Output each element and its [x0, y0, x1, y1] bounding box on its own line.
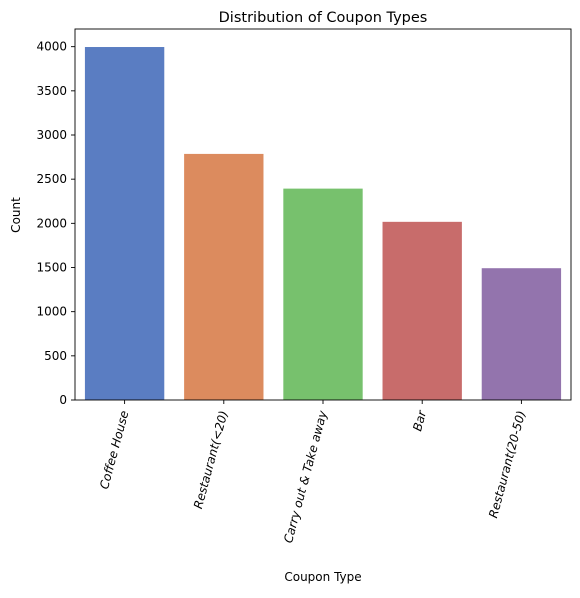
bars-group: [84, 47, 562, 401]
bar-2: [283, 188, 363, 400]
x-tick-label: Restaurant(20-50): [486, 409, 528, 519]
y-tick-label: 4000: [36, 40, 67, 54]
x-tick-label: Coffee House: [97, 409, 131, 490]
bar-3: [382, 221, 462, 400]
y-tick-label: 2000: [36, 216, 67, 230]
x-tick-label: Bar: [410, 408, 429, 432]
plot-frame: [74, 28, 572, 401]
bar-4: [481, 268, 562, 400]
y-tick-label: 500: [44, 349, 67, 363]
x-tick-label: Restaurant(<20): [191, 409, 231, 510]
y-tick-label: 0: [59, 393, 67, 407]
x-tick-label: Carry out & Take away: [281, 408, 330, 544]
y-tick-label: 2500: [36, 172, 67, 186]
bar-1: [184, 153, 264, 400]
y-tick-label: 1500: [36, 261, 67, 275]
y-axis-ticks: 0 500 1000 1500 2000 2500 3000 3500 4000: [36, 40, 75, 407]
x-axis-label: Coupon Type: [284, 570, 361, 584]
y-axis-label: Count: [9, 197, 23, 233]
x-axis-ticks: Coffee House Restaurant(<20) Carry out & T…: [97, 400, 528, 544]
y-tick-label: 3500: [36, 84, 67, 98]
y-tick-label: 1000: [36, 305, 67, 319]
chart-title: Distribution of Coupon Types: [219, 10, 428, 26]
y-tick-label: 3000: [36, 128, 67, 142]
bar-0: [84, 47, 165, 401]
